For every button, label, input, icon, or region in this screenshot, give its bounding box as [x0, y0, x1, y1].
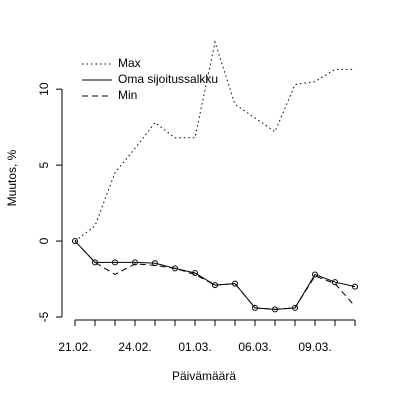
x-tick-label: 21.02.: [58, 340, 91, 354]
data-point: [232, 280, 238, 287]
series-line: [74, 240, 356, 310]
series-line: [74, 240, 356, 310]
data-point: [112, 259, 118, 266]
x-tick-label: 06.03.: [238, 340, 271, 354]
y-axis-label: Muutos, %: [5, 149, 19, 206]
data-point: [312, 271, 318, 278]
x-tick-label: 24.02.: [118, 340, 151, 354]
y-tick-label: 10: [37, 82, 51, 96]
y-tick-label: 5: [37, 161, 51, 168]
data-point: [72, 238, 78, 245]
x-tick-label: 09.03.: [298, 340, 331, 354]
data-point: [92, 259, 98, 266]
x-axis-label: Päivämäärä: [172, 369, 236, 383]
y-tick-label: -5: [37, 311, 51, 322]
legend-label: Min: [118, 88, 137, 102]
legend-label: Max: [118, 56, 141, 70]
data-point: [292, 304, 298, 311]
data-point: [352, 283, 358, 290]
data-point: [332, 279, 338, 286]
x-tick-label: 01.03.: [178, 340, 211, 354]
data-point: [132, 259, 138, 266]
series-line: [74, 40, 355, 242]
data-point: [192, 269, 198, 276]
legend-label: Oma sijoitussalkku: [118, 72, 218, 86]
y-tick-label: 0: [37, 237, 51, 244]
